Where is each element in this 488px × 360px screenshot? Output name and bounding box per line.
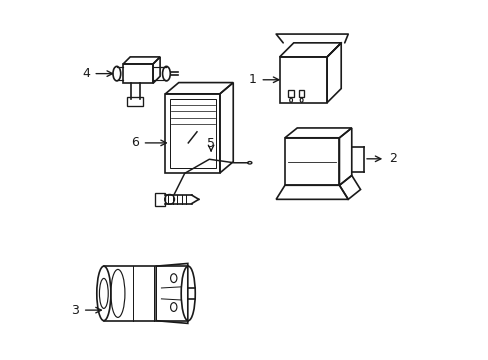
Text: 5: 5 xyxy=(207,137,215,150)
Text: 2: 2 xyxy=(388,152,396,165)
Text: 4: 4 xyxy=(81,67,90,80)
Text: 1: 1 xyxy=(248,73,256,86)
Text: 6: 6 xyxy=(131,136,139,149)
Text: 3: 3 xyxy=(71,303,79,316)
